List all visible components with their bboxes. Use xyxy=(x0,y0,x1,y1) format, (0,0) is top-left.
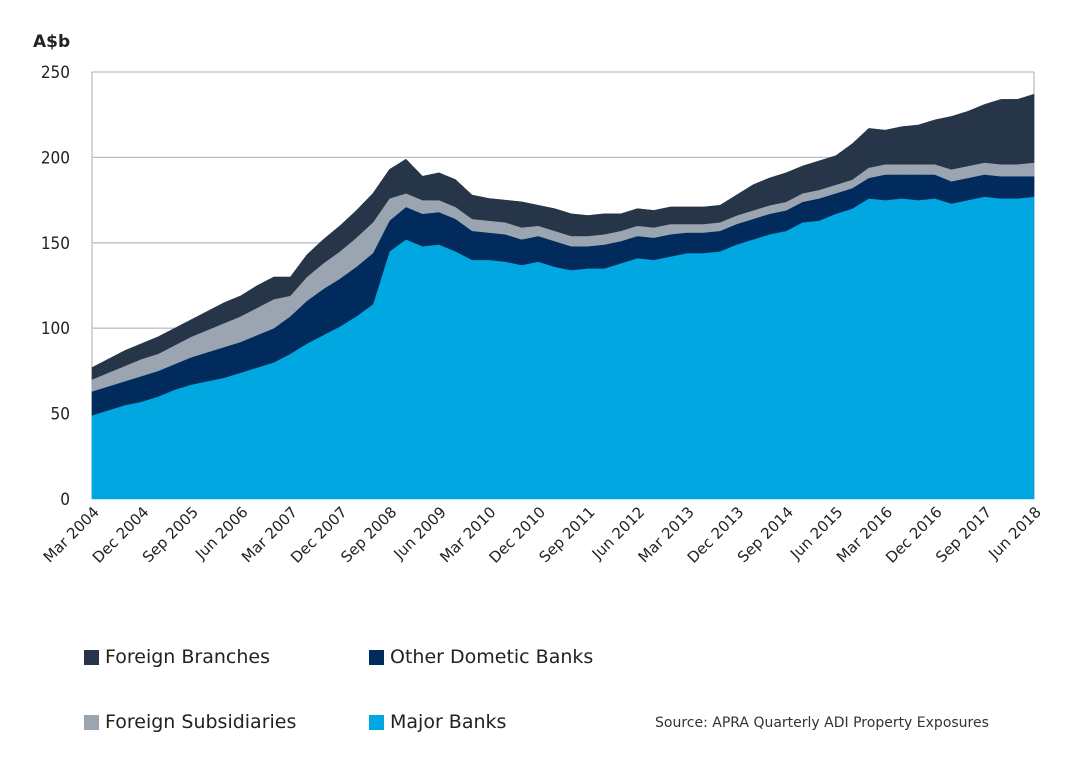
y-tick-label: 0 xyxy=(60,490,70,510)
legend-label: Foreign Subsidiaries xyxy=(105,711,297,733)
legend-label: Other Dometic Banks xyxy=(390,646,594,668)
y-tick-label: 150 xyxy=(41,234,70,254)
y-tick-label: 250 xyxy=(41,63,70,83)
legend-swatch xyxy=(369,714,384,730)
y-axis-label: A$b xyxy=(33,32,70,52)
x-tick-label: Jun 2018 xyxy=(984,503,1044,563)
y-tick-labels: 0 50 100 150 200 250 xyxy=(41,63,70,510)
area-foreign-branches xyxy=(91,93,1035,380)
legend-swatch xyxy=(369,649,384,665)
area-layers xyxy=(91,93,1035,500)
legend-swatch xyxy=(84,649,99,665)
legend-item-foreign-subsidiaries: Foreign Subsidiaries xyxy=(84,711,296,733)
legend-item-other-domestic-banks: Other Dometic Banks xyxy=(369,646,593,668)
y-tick-label: 100 xyxy=(41,319,70,339)
y-tick-label: 200 xyxy=(41,148,70,168)
y-tick-label: 50 xyxy=(51,405,70,425)
legend-label: Major Banks xyxy=(390,711,507,733)
legend-swatch xyxy=(84,714,99,730)
legend-item-foreign-branches: Foreign Branches xyxy=(84,646,270,668)
legend-label: Foreign Branches xyxy=(105,646,270,668)
legend-item-major-banks: Major Banks xyxy=(369,711,506,733)
source-note: Source: APRA Quarterly ADI Property Expo… xyxy=(655,715,989,731)
